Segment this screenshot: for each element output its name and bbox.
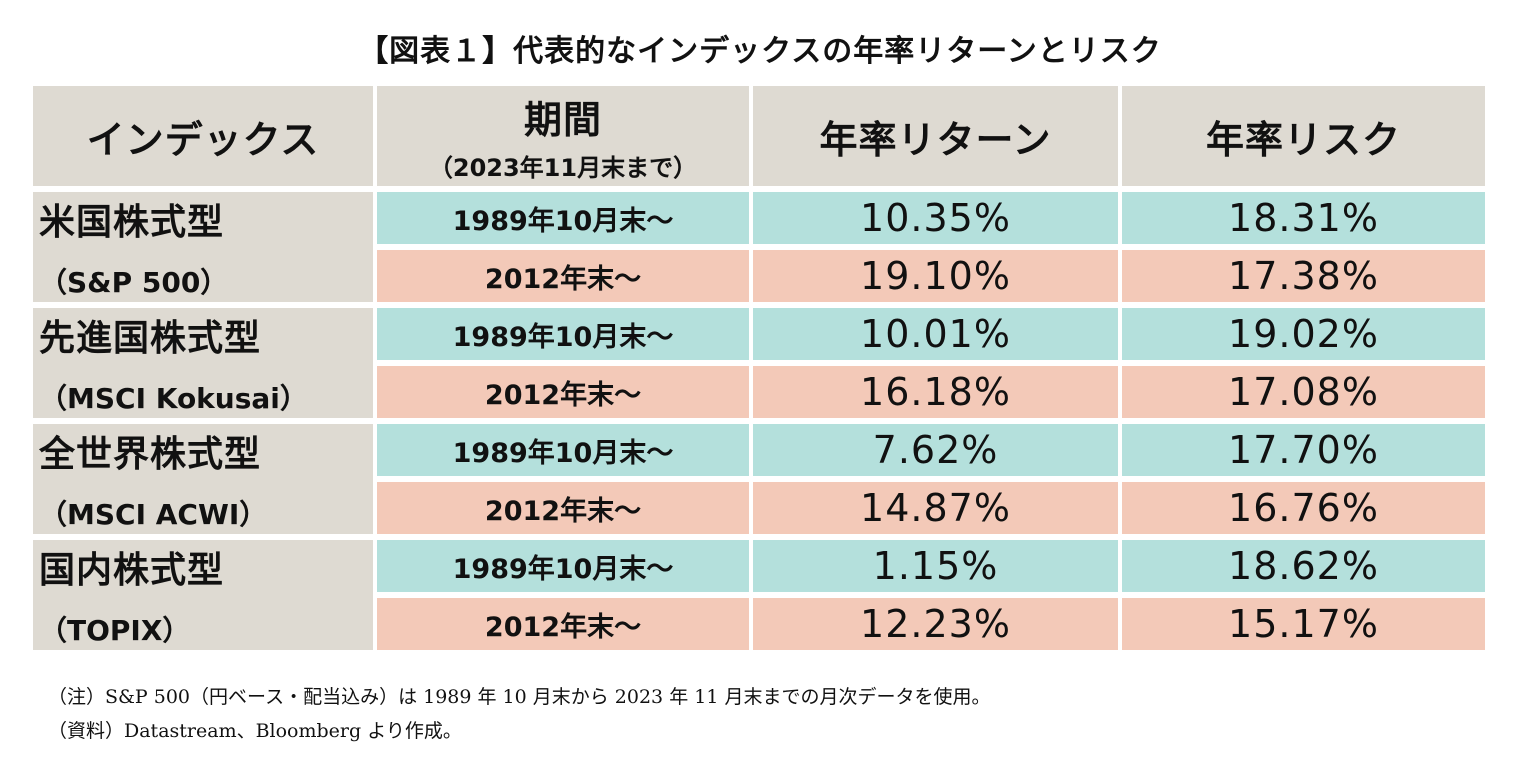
index-name-sub: （TOPIX） [39,614,191,647]
risk-cell: 18.62% [1122,540,1485,592]
period-cell: 2012年末～ [377,482,749,534]
header-period: 期間 （2023年11月末まで） [377,86,749,186]
header-annual-return-label: 年率リターン [819,117,1052,162]
period-cell: 1989年10月末～ [377,424,749,476]
return-cell: 19.10% [753,250,1118,302]
index-name-domestic: 国内株式型 （TOPIX） [33,540,373,650]
index-name-label: 先進国株式型 [39,318,262,359]
header-index-label: インデックス [86,117,320,162]
return-cell: 10.35% [753,192,1118,244]
header-period-label: 期間 [523,98,602,142]
risk-cell: 16.76% [1122,482,1485,534]
risk-cell: 17.70% [1122,424,1485,476]
index-name-label: 全世界株式型 [39,434,262,475]
risk-cell: 15.17% [1122,598,1485,650]
footnote-note: （注）S&P 500（円ベース・配当込み）は 1989 年 10 月末から 20… [48,686,991,708]
return-cell: 1.15% [753,540,1118,592]
risk-cell: 17.38% [1122,250,1485,302]
risk-cell: 17.08% [1122,366,1485,418]
return-cell: 16.18% [753,366,1118,418]
return-cell: 12.23% [753,598,1118,650]
index-name-world: 全世界株式型 （MSCI ACWI） [33,424,373,534]
header-annual-return: 年率リターン [753,86,1118,186]
period-cell: 1989年10月末～ [377,192,749,244]
header-index: インデックス [33,86,373,186]
index-name-us: 米国株式型 （S&P 500） [33,192,373,302]
return-cell: 7.62% [753,424,1118,476]
index-name-sub: （MSCI ACWI） [39,498,268,531]
index-name-label: 国内株式型 [39,550,225,591]
footnote-source: （資料）Datastream、Bloomberg より作成。 [48,720,462,742]
period-cell: 1989年10月末～ [377,540,749,592]
index-name-developed: 先進国株式型 （MSCI Kokusai） [33,308,373,418]
period-cell: 1989年10月末～ [377,308,749,360]
footnotes: （注）S&P 500（円ベース・配当込み）は 1989 年 10 月末から 20… [48,680,990,748]
returns-risk-table: インデックス 期間 （2023年11月末まで） 年率リターン 年率リスク 米国株… [33,86,1485,650]
risk-cell: 19.02% [1122,308,1485,360]
index-name-label: 米国株式型 [39,202,225,243]
period-cell: 2012年末～ [377,250,749,302]
return-cell: 14.87% [753,482,1118,534]
period-cell: 2012年末～ [377,366,749,418]
return-cell: 10.01% [753,308,1118,360]
header-annual-risk-label: 年率リスク [1205,117,1401,162]
index-name-sub: （MSCI Kokusai） [39,382,308,415]
index-name-sub: （S&P 500） [39,266,229,299]
header-annual-risk: 年率リスク [1122,86,1485,186]
risk-cell: 18.31% [1122,192,1485,244]
period-cell: 2012年末～ [377,598,749,650]
header-period-sublabel: （2023年11月末まで） [428,154,698,182]
page-title: 【図表１】代表的なインデックスの年率リターンとリスク [358,34,1162,69]
